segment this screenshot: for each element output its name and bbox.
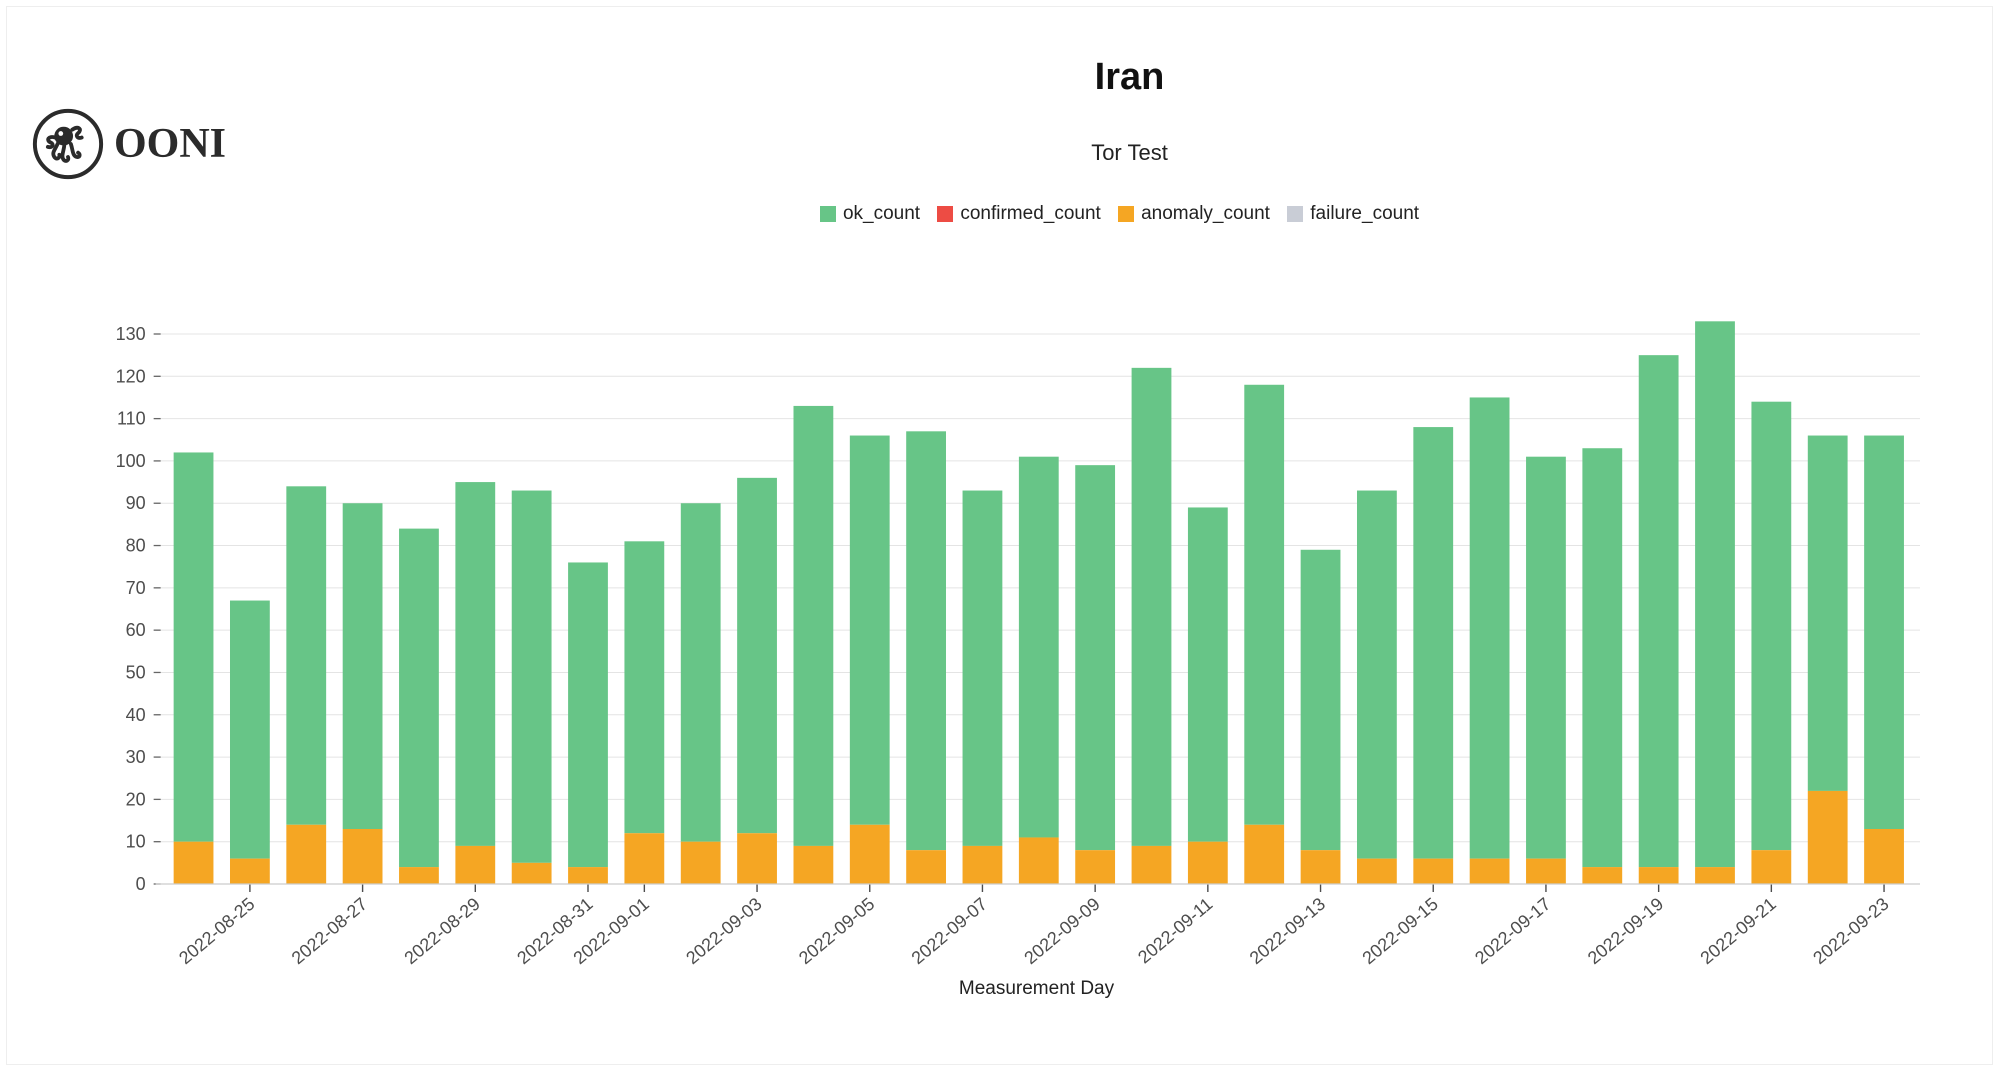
svg-text:2022-08-29: 2022-08-29 bbox=[400, 894, 483, 969]
svg-text:60: 60 bbox=[126, 620, 146, 640]
svg-text:30: 30 bbox=[126, 747, 146, 767]
svg-text:2022-09-03: 2022-09-03 bbox=[682, 894, 765, 969]
svg-text:110: 110 bbox=[117, 409, 146, 429]
svg-text:50: 50 bbox=[126, 662, 146, 682]
svg-text:2022-09-09: 2022-09-09 bbox=[1020, 894, 1103, 969]
svg-text:2022-09-15: 2022-09-15 bbox=[1358, 894, 1441, 969]
svg-text:2022-08-25: 2022-08-25 bbox=[175, 894, 258, 969]
svg-text:2022-09-05: 2022-09-05 bbox=[795, 894, 878, 969]
svg-text:2022-09-23: 2022-09-23 bbox=[1809, 894, 1892, 969]
svg-text:2022-08-27: 2022-08-27 bbox=[288, 894, 371, 969]
svg-text:90: 90 bbox=[126, 493, 146, 513]
svg-text:2022-09-21: 2022-09-21 bbox=[1697, 894, 1780, 969]
svg-text:2022-09-07: 2022-09-07 bbox=[908, 894, 991, 969]
svg-text:100: 100 bbox=[116, 451, 146, 471]
svg-text:20: 20 bbox=[126, 789, 146, 809]
svg-text:120: 120 bbox=[116, 366, 146, 386]
svg-text:40: 40 bbox=[126, 705, 146, 725]
svg-text:80: 80 bbox=[126, 536, 146, 556]
svg-text:2022-09-17: 2022-09-17 bbox=[1471, 894, 1554, 969]
svg-text:0: 0 bbox=[136, 874, 146, 894]
svg-text:70: 70 bbox=[126, 578, 146, 598]
svg-text:2022-09-19: 2022-09-19 bbox=[1584, 894, 1667, 969]
svg-text:10: 10 bbox=[126, 832, 146, 852]
svg-text:2022-09-13: 2022-09-13 bbox=[1246, 894, 1329, 969]
svg-text:2022-09-11: 2022-09-11 bbox=[1134, 894, 1216, 968]
svg-text:130: 130 bbox=[116, 324, 146, 344]
